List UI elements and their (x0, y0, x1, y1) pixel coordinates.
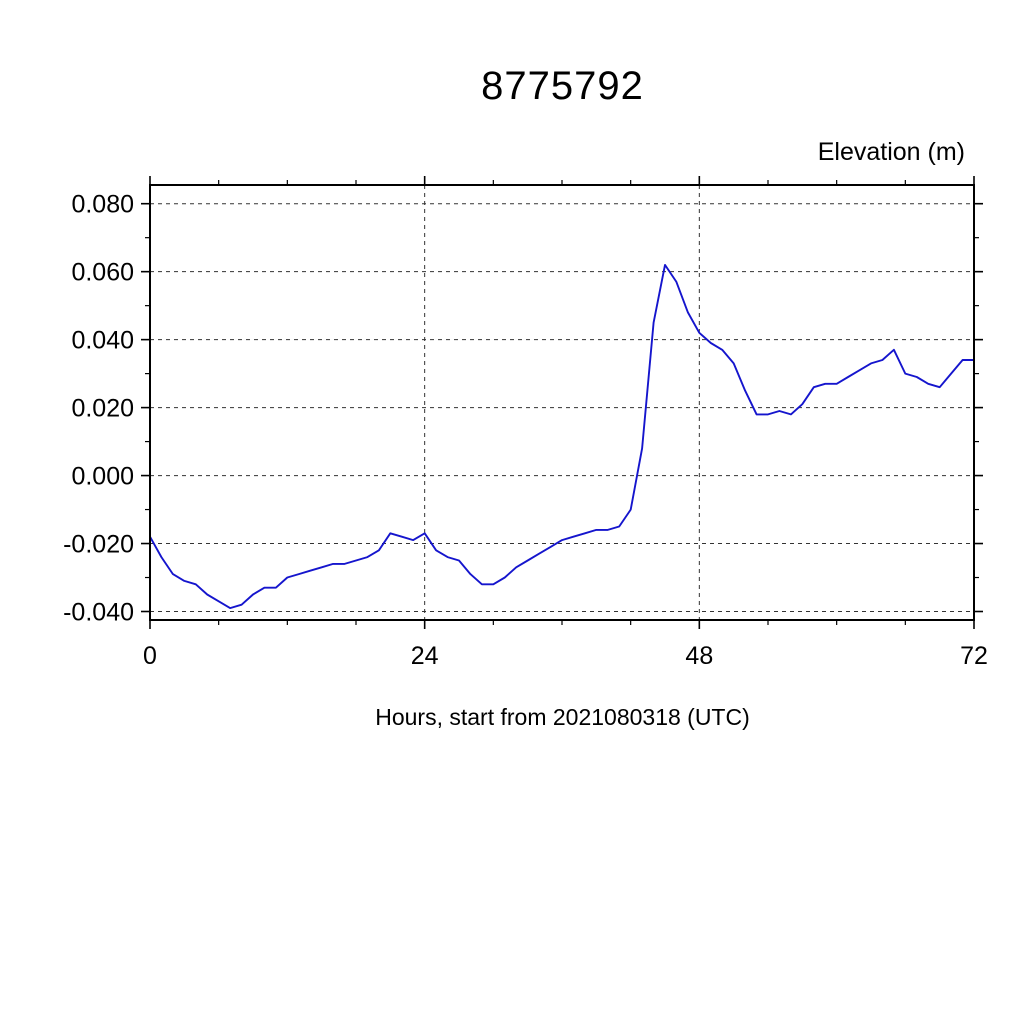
x-tick-label: 24 (411, 642, 439, 670)
y-tick-label: 0.000 (71, 463, 134, 491)
x-tick-label: 72 (960, 642, 988, 670)
chart-title: 8775792 (481, 64, 644, 108)
y-tick-label: -0.040 (63, 599, 134, 627)
y-tick-label: 0.060 (71, 259, 134, 287)
y-tick-label: 0.040 (71, 327, 134, 355)
y-tick-label: 0.020 (71, 395, 134, 423)
y-tick-label: 0.080 (71, 191, 134, 219)
x-tick-label: 0 (143, 642, 157, 670)
x-axis-title: Hours, start from 2021080318 (UTC) (375, 704, 750, 730)
y-axis-title: Elevation (m) (817, 138, 965, 166)
y-tick-label: -0.020 (63, 531, 134, 559)
x-tick-label: 48 (685, 642, 713, 670)
elevation-series-line (149, 263, 975, 610)
plot-frame (149, 184, 975, 621)
